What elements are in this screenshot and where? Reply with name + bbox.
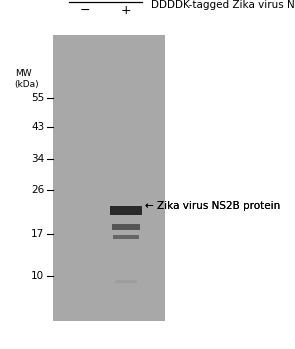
Text: ← Zika virus NS2B protein: ← Zika virus NS2B protein bbox=[145, 201, 280, 211]
Text: DDDDK-tagged Zika virus NS2B: DDDDK-tagged Zika virus NS2B bbox=[150, 0, 295, 10]
FancyBboxPatch shape bbox=[112, 224, 140, 230]
Text: MW
(kDa): MW (kDa) bbox=[15, 69, 39, 89]
Text: 26: 26 bbox=[31, 185, 44, 195]
FancyBboxPatch shape bbox=[113, 235, 139, 239]
Text: 55: 55 bbox=[31, 93, 44, 103]
FancyBboxPatch shape bbox=[110, 206, 142, 215]
Text: 34: 34 bbox=[31, 154, 44, 164]
FancyBboxPatch shape bbox=[53, 35, 165, 321]
Text: −: − bbox=[79, 4, 90, 17]
Text: +: + bbox=[121, 4, 131, 17]
Text: 17: 17 bbox=[31, 229, 44, 239]
Text: 10: 10 bbox=[31, 271, 44, 281]
Text: ← Zika virus NS2B protein: ← Zika virus NS2B protein bbox=[145, 201, 280, 211]
FancyBboxPatch shape bbox=[115, 280, 137, 283]
Text: 43: 43 bbox=[31, 122, 44, 132]
